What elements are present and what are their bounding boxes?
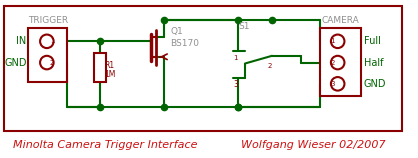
Circle shape bbox=[331, 56, 344, 69]
Bar bbox=[28, 28, 67, 82]
Text: TRIGGER: TRIGGER bbox=[28, 16, 68, 25]
Text: GND: GND bbox=[4, 58, 27, 68]
Text: 1: 1 bbox=[233, 55, 238, 61]
Bar bbox=[4, 6, 403, 131]
Circle shape bbox=[331, 77, 344, 91]
Text: BS170: BS170 bbox=[171, 39, 199, 48]
Text: 1: 1 bbox=[330, 38, 335, 44]
Text: 2: 2 bbox=[330, 60, 335, 66]
Text: 2: 2 bbox=[50, 60, 54, 66]
Text: 1: 1 bbox=[50, 38, 54, 44]
Text: S1: S1 bbox=[238, 22, 250, 31]
Circle shape bbox=[40, 35, 54, 48]
Text: Q1: Q1 bbox=[171, 27, 183, 36]
Text: IN: IN bbox=[16, 36, 27, 46]
Text: GND: GND bbox=[364, 79, 386, 89]
Bar bbox=[94, 53, 106, 82]
Text: R1: R1 bbox=[104, 61, 114, 70]
Circle shape bbox=[331, 35, 344, 48]
Text: 3: 3 bbox=[233, 80, 238, 89]
Text: Minolta Camera Trigger Interface: Minolta Camera Trigger Interface bbox=[13, 140, 198, 150]
Text: Full: Full bbox=[364, 36, 381, 46]
Circle shape bbox=[40, 56, 54, 69]
Text: 2: 2 bbox=[267, 63, 272, 69]
Text: Half: Half bbox=[364, 58, 383, 68]
Text: 3: 3 bbox=[330, 81, 335, 87]
Text: Wolfgang Wieser 02/2007: Wolfgang Wieser 02/2007 bbox=[241, 140, 386, 150]
Text: 1M: 1M bbox=[104, 70, 115, 79]
Bar bbox=[320, 28, 361, 96]
Text: CAMERA: CAMERA bbox=[322, 16, 359, 25]
